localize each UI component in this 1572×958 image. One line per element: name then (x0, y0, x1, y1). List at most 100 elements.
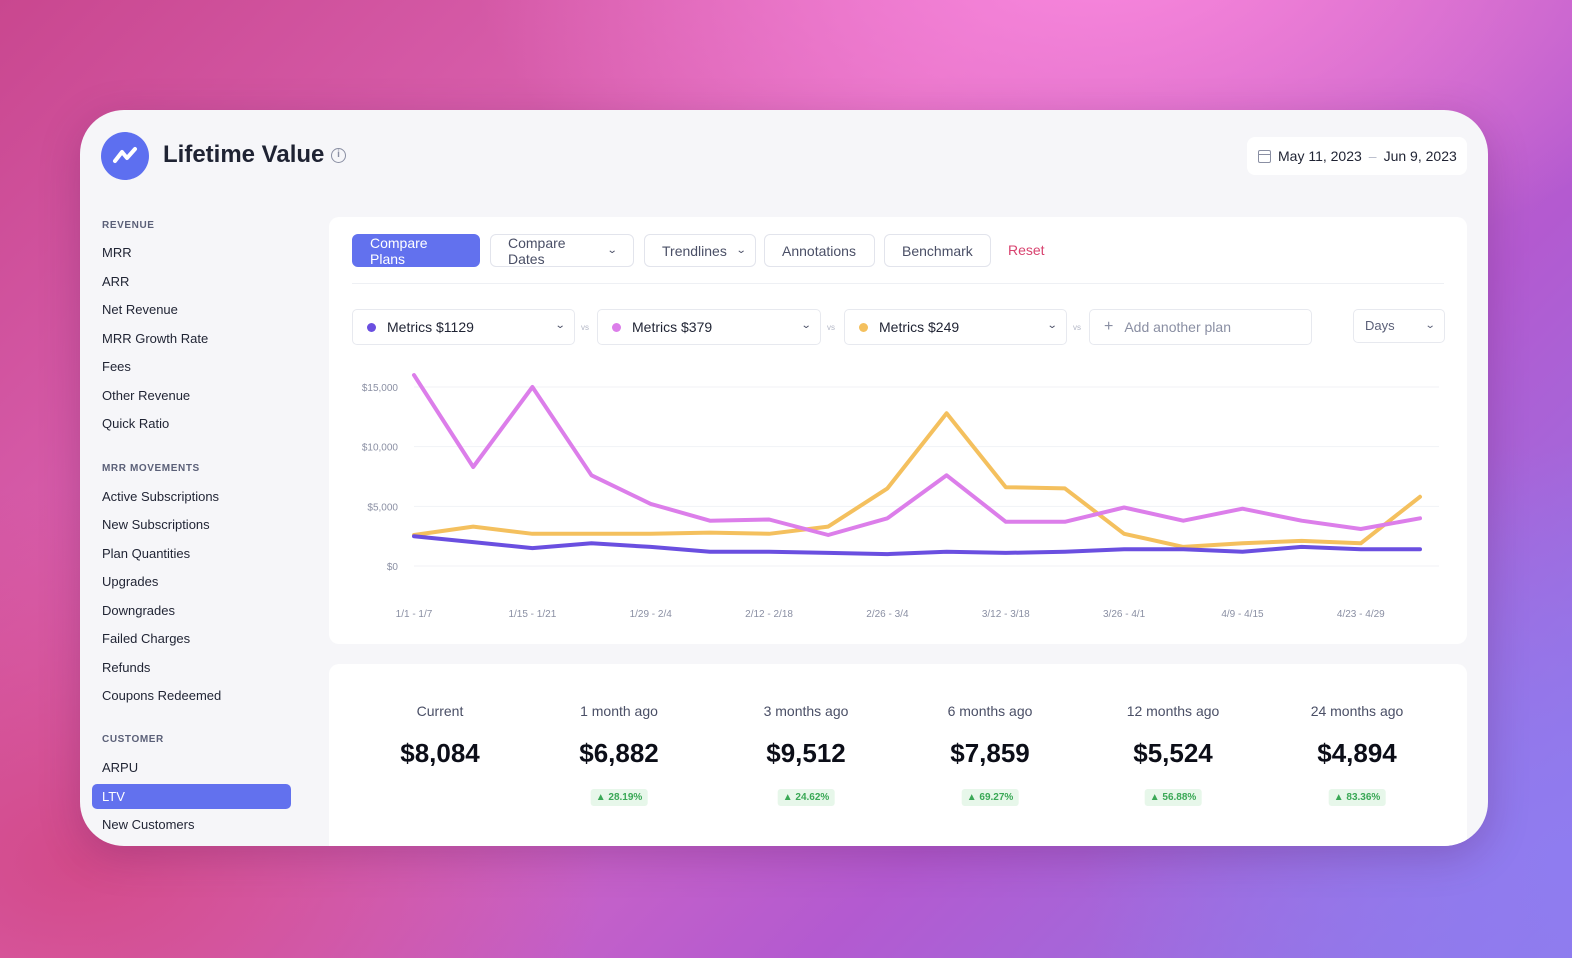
change-badge: ▲ 56.88% (1144, 789, 1202, 806)
y-tick-label: $15,000 (362, 383, 399, 394)
sidebar-item-plan-quantities[interactable]: Plan Quantities (102, 546, 191, 561)
sidebar-item-mrr-growth-rate[interactable]: MRR Growth Rate (102, 331, 209, 346)
info-icon[interactable]: i (331, 148, 346, 163)
sidebar-item-refunds[interactable]: Refunds (102, 660, 151, 675)
sidebar-item-net-revenue[interactable]: Net Revenue (102, 302, 178, 317)
stat-label: Current (416, 703, 464, 719)
date-separator: – (1368, 148, 1377, 164)
x-tick-label: 4/23 - 4/29 (1337, 609, 1385, 620)
chevron-down-icon: ⌄ (1046, 320, 1058, 331)
chevron-down-icon: ⌄ (735, 245, 747, 256)
plan-3-label: Metrics $249 (879, 319, 960, 335)
app-window: Lifetime Value i May 11, 2023 – Jun 9, 2… (80, 110, 1488, 846)
series-dot-icon (367, 322, 376, 332)
compare-plans-label: Compare Plans (370, 234, 428, 267)
stat-value: $5,524 (1133, 738, 1213, 768)
interval-select[interactable]: Days ⌄ (1353, 309, 1445, 343)
series-dot-icon (859, 322, 868, 332)
y-tick-label: $5,000 (367, 502, 398, 513)
y-tick-label: $0 (387, 562, 399, 573)
section-label-customer: CUSTOMER (102, 734, 164, 745)
sidebar-item-arr[interactable]: ARR (102, 274, 130, 289)
series-line-1[interactable] (412, 534, 1422, 557)
annotations-button[interactable]: Annotations (764, 234, 875, 267)
toolbar-divider (352, 283, 1444, 284)
page-title: Lifetime Value (163, 141, 325, 168)
x-tick-label: 3/26 - 4/1 (1103, 609, 1146, 620)
sidebar-item-new-customers[interactable]: New Customers (102, 817, 195, 832)
x-tick-label: 1/29 - 2/4 (630, 609, 673, 620)
plan-select-1[interactable]: Metrics $1129 ⌄ (352, 309, 575, 345)
x-tick-label: 3/12 - 3/18 (982, 609, 1030, 620)
benchmark-button[interactable]: Benchmark (884, 234, 991, 267)
section-label-mrr-movements: MRR MOVEMENTS (102, 463, 200, 474)
add-plan-input[interactable]: + Add another plan (1089, 309, 1312, 345)
vs-label: vs (1073, 323, 1081, 332)
section-label-revenue: REVENUE (102, 220, 155, 231)
date-range-picker[interactable]: May 11, 2023 – Jun 9, 2023 (1247, 137, 1467, 175)
sidebar-item-mrr[interactable]: MRR (102, 245, 132, 260)
sidebar-item-other-revenue[interactable]: Other Revenue (102, 388, 191, 403)
change-value: 83.36% (1346, 792, 1381, 803)
compare-plans-button[interactable]: Compare Plans (352, 234, 480, 267)
plan-1-label: Metrics $1129 (387, 319, 474, 335)
x-tick-label: 4/9 - 4/15 (1221, 609, 1264, 620)
series-dot-icon (612, 322, 621, 332)
date-start: May 11, 2023 (1278, 148, 1362, 164)
date-end: Jun 9, 2023 (1383, 148, 1457, 164)
trendlines-dropdown[interactable]: Trendlines ⌄ (644, 234, 756, 267)
change-badge: ▲ 69.27% (961, 789, 1019, 806)
x-tick-label: 2/26 - 3/4 (866, 609, 909, 620)
chevron-down-icon: ⌄ (1424, 320, 1436, 331)
series-line-3[interactable] (412, 411, 1422, 549)
app-logo[interactable] (101, 132, 149, 180)
sidebar-item-upgrades[interactable]: Upgrades (102, 574, 159, 589)
change-badge: ▲ 28.19% (590, 789, 648, 806)
change-value: 24.62% (795, 792, 830, 803)
interval-label: Days (1365, 318, 1395, 333)
plan-select-3[interactable]: Metrics $249 ⌄ (844, 309, 1067, 345)
sidebar-item-active-subscriptions[interactable]: Active Subscriptions (102, 489, 220, 504)
sidebar-item-ltv[interactable]: LTV (92, 784, 291, 809)
sidebar-item-quick-ratio[interactable]: Quick Ratio (102, 416, 170, 431)
chevron-down-icon: ⌄ (800, 320, 812, 331)
ltv-line-chart: $15,000 $10,000 $5,000 $0 1/1 - 1/7 1/15 - 1/… (362, 373, 1439, 620)
vs-label: vs (827, 323, 835, 332)
stat-value: $9,512 (766, 738, 846, 768)
stat-label: 3 months ago (763, 703, 849, 719)
vs-label: vs (581, 323, 589, 332)
compare-dates-label: Compare Dates (508, 234, 566, 267)
sidebar-item-new-subscriptions[interactable]: New Subscriptions (102, 517, 210, 532)
stat-value: $4,894 (1317, 738, 1397, 768)
stat-value: $8,084 (400, 738, 480, 768)
sidebar-item-failed-charges[interactable]: Failed Charges (102, 631, 191, 646)
add-plan-label: Add another plan (1124, 319, 1231, 335)
sidebar-item-arpu[interactable]: ARPU (102, 760, 139, 775)
x-tick-label: 2/12 - 2/18 (745, 609, 793, 620)
y-tick-label: $10,000 (362, 443, 399, 454)
x-tick-label: 1/15 - 1/21 (508, 609, 556, 620)
change-badge: ▲ 24.62% (777, 789, 835, 806)
change-value: 56.88% (1162, 792, 1197, 803)
reset-button[interactable]: Reset (1008, 242, 1045, 258)
benchmark-label: Benchmark (902, 242, 973, 259)
sidebar-item-fees[interactable]: Fees (102, 359, 131, 374)
stat-value: $6,882 (579, 738, 659, 768)
plan-2-label: Metrics $379 (632, 319, 713, 335)
trend-logo-icon (113, 147, 137, 163)
plan-select-2[interactable]: Metrics $379 ⌄ (597, 309, 821, 345)
series-line-2[interactable] (412, 373, 1422, 537)
stat-label: 12 months ago (1126, 703, 1220, 719)
calendar-icon (1258, 149, 1271, 163)
sidebar-item-downgrades[interactable]: Downgrades (102, 603, 175, 618)
stat-value: $7,859 (950, 738, 1030, 768)
change-value: 69.27% (979, 792, 1014, 803)
sidebar-item-coupons-redeemed[interactable]: Coupons Redeemed (102, 688, 222, 703)
change-badge: ▲ 83.36% (1328, 789, 1386, 806)
compare-dates-dropdown[interactable]: Compare Dates ⌄ (490, 234, 634, 267)
stat-label: 6 months ago (947, 703, 1033, 719)
plus-icon: + (1104, 318, 1114, 335)
stat-label: 24 months ago (1310, 703, 1404, 719)
chevron-down-icon: ⌄ (554, 320, 566, 331)
chevron-down-icon: ⌄ (606, 245, 618, 256)
